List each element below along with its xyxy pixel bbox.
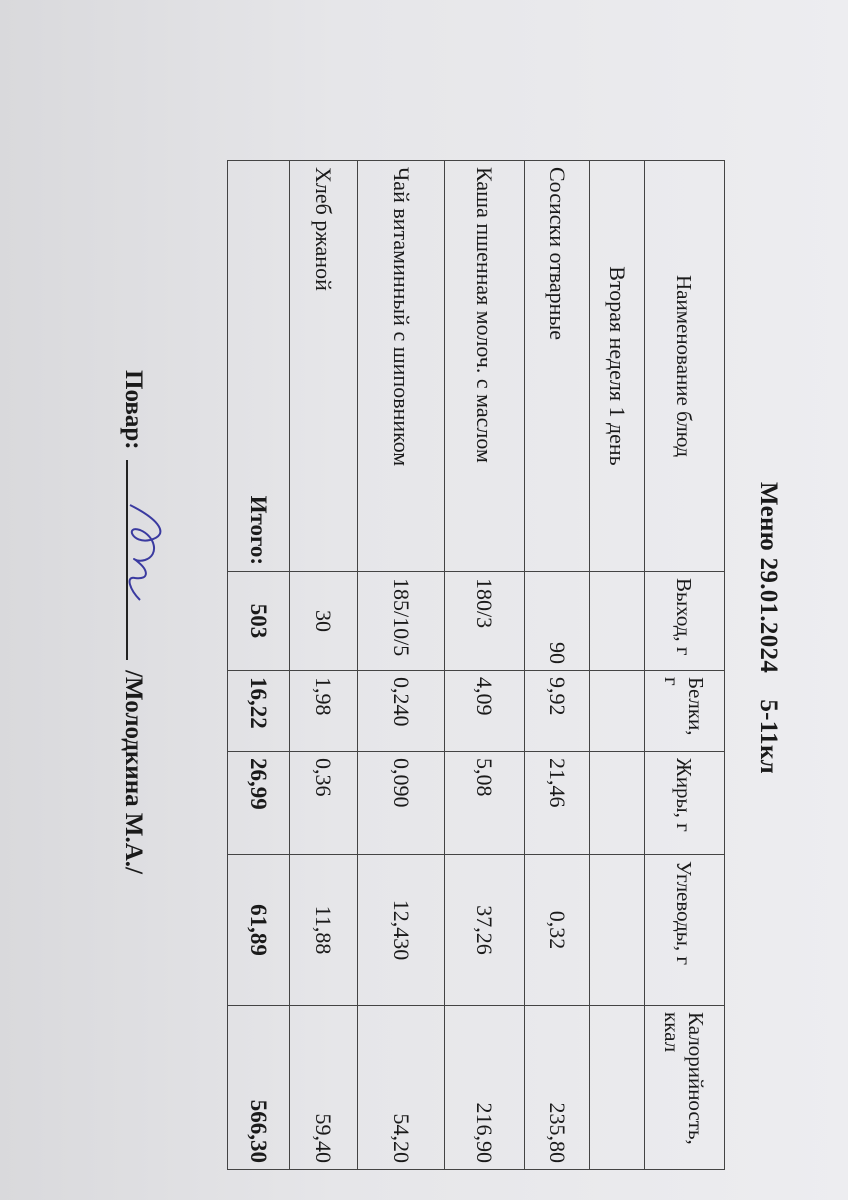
menu-table: Наименование блюд Выход, г Белки, г Жиры…	[227, 160, 725, 1170]
header-name: Наименование блюд	[644, 160, 725, 572]
header-yield: Выход, г	[644, 571, 725, 671]
cook-name: /Молодкина М.А./	[120, 670, 147, 874]
header-carbs: Углеводы, г	[644, 854, 725, 1006]
protein: 0,240	[357, 670, 445, 752]
calories: 54,20	[357, 1005, 445, 1170]
yield: 30	[289, 571, 358, 671]
fat: 5,08	[444, 751, 525, 855]
yield: 90	[524, 571, 590, 671]
protein: 4,09	[444, 670, 525, 752]
header-calories: Калорийность, ккал	[644, 1005, 725, 1170]
total-fat: 26,99	[227, 751, 290, 855]
signature-line	[126, 459, 162, 660]
protein: 9,92	[524, 670, 590, 752]
fat: 21,46	[524, 751, 590, 855]
fat: 0,090	[357, 751, 445, 855]
yield: 185/10/5	[357, 571, 445, 671]
header-row: Наименование блюд Выход, г Белки, г Жиры…	[644, 160, 725, 1170]
dish-name: Хлеб ржаной	[289, 160, 358, 572]
carbs: 0,32	[524, 854, 590, 1006]
section-row: Вторая неделя 1 день	[589, 160, 645, 1170]
total-carbs: 61,89	[227, 854, 290, 1006]
dish-name: Сосиски отварные	[524, 160, 590, 572]
header-protein: Белки, г	[644, 670, 725, 752]
fat: 0,36	[289, 751, 358, 855]
signature-block: Повар: /Молодкина М.А./	[119, 370, 162, 874]
yield: 180/3	[444, 571, 525, 671]
table-row: Хлеб ржаной 30 1,98 0,36 11,88 59,40	[289, 160, 358, 1170]
carbs: 12,430	[357, 854, 445, 1006]
dish-name: Чай витаминный с шиповником	[357, 160, 445, 572]
carbs: 37,26	[444, 854, 525, 1006]
cook-label: Повар:	[120, 370, 147, 450]
handwritten-signature	[128, 503, 162, 601]
total-row: Итого: 503 16,22 26,99 61,89 566,30	[227, 160, 290, 1170]
header-fat: Жиры, г	[644, 751, 725, 855]
section-label: Вторая неделя 1 день	[589, 160, 645, 572]
calories: 216,90	[444, 1005, 525, 1170]
protein: 1,98	[289, 670, 358, 752]
table-row: Каша пшенная молоч. с маслом 180/3 4,09 …	[444, 160, 525, 1170]
calories: 59,40	[289, 1005, 358, 1170]
total-label: Итого:	[227, 160, 290, 572]
calories: 235,80	[524, 1005, 590, 1170]
table-row: Чай витаминный с шиповником 185/10/5 0,2…	[357, 160, 445, 1170]
carbs: 11,88	[289, 854, 358, 1006]
total-calories: 566,30	[227, 1005, 290, 1170]
total-protein: 16,22	[227, 670, 290, 752]
total-yield: 503	[227, 571, 290, 671]
dish-name: Каша пшенная молоч. с маслом	[444, 160, 525, 572]
table-row: Сосиски отварные 90 9,92 21,46 0,32 235,…	[524, 160, 590, 1170]
menu-title: Меню 29.01.2024 5-11кл	[755, 482, 782, 774]
